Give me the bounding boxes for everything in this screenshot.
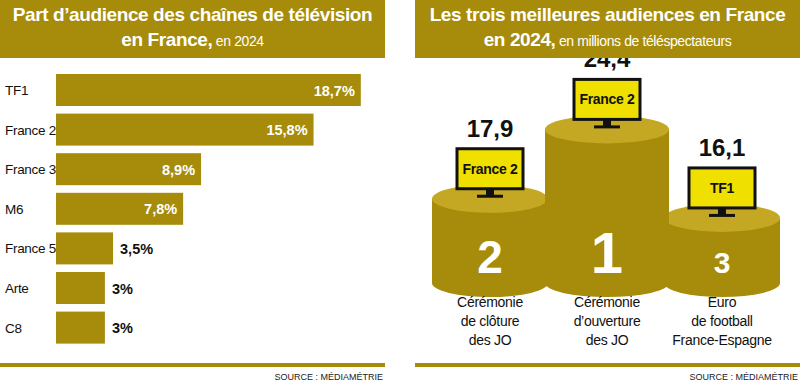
subtitle: en 2024 — [212, 33, 263, 49]
podiums — [432, 115, 780, 297]
page: SOURCE : MÉDIAMÉTRIE TF1 18,7% France 2 15,8… — [0, 0, 800, 384]
source: SOURCE : MÉDIAMÉTRIE — [274, 372, 383, 382]
category-label: Arte — [5, 281, 29, 296]
category-label: France 5 — [5, 241, 56, 256]
category-label: France 3 — [5, 162, 56, 177]
category-line: de football — [691, 313, 752, 329]
category-line: des JO — [586, 332, 629, 348]
channel: France 2 — [579, 91, 635, 107]
bar — [56, 312, 105, 344]
footer-rule — [415, 363, 800, 367]
tv-base — [594, 125, 620, 128]
data-label: 7,8% — [144, 201, 177, 217]
data-label: 3% — [112, 320, 133, 336]
header: Part d’audience des chaînes de télévisio… — [0, 0, 385, 58]
bar — [56, 114, 314, 146]
podium — [545, 115, 669, 297]
channel: TF1 — [710, 180, 735, 196]
data-label: 15,8% — [266, 122, 307, 138]
rank: 3 — [714, 246, 731, 279]
bar — [56, 193, 183, 225]
tv-screen — [689, 168, 755, 208]
category-line: Cérémonie — [574, 294, 640, 310]
category-line: Euro — [708, 294, 737, 310]
labels: TF1 18,7% France 2 15,8% France 3 8,9% M6 7,8% F… — [5, 83, 355, 337]
tv-screen — [457, 149, 523, 189]
bars — [56, 74, 361, 344]
title: Part d’audience des chaînes de télévisio… — [13, 4, 373, 50]
podium-side — [545, 129, 669, 297]
rank: 2 — [477, 231, 503, 283]
bar — [56, 153, 201, 185]
category-label: M6 — [5, 202, 23, 217]
footer-rule — [0, 363, 385, 367]
category-line: d’ouverture — [574, 313, 641, 329]
category-label: France 2 — [5, 123, 56, 138]
category-label: TF1 — [5, 83, 28, 98]
header: Les trois meilleures audiences en France… — [415, 0, 800, 58]
bar — [56, 74, 361, 106]
data-label: 3% — [112, 281, 133, 297]
category-label: Cérémonie d’ouverture des JO — [574, 294, 641, 348]
category-line: Cérémonie — [457, 294, 523, 310]
channel: France 2 — [462, 161, 518, 177]
category-label: C8 — [5, 321, 22, 336]
subtitle: en millions de téléspectateurs — [555, 33, 731, 49]
tv-base — [709, 214, 735, 217]
category-label: Cérémonie de clôture des JO — [457, 294, 523, 348]
podium — [432, 185, 548, 297]
tv-icon: France 2 — [574, 79, 640, 128]
rank: 1 — [591, 220, 623, 285]
bar — [56, 272, 105, 304]
podium-labels: 3 TF1 16,1 Euro de football France-Espagne 2 Fr… — [457, 45, 772, 348]
podium — [664, 204, 780, 297]
category-label: Euro de football France-Espagne — [672, 294, 772, 348]
category-line: de clôture — [461, 313, 520, 329]
bar — [56, 232, 113, 264]
tv-icon: TF1 — [689, 168, 755, 217]
data-label: 16,1 — [699, 134, 746, 161]
tv-icon: France 2 — [457, 149, 523, 198]
tv-screen — [574, 79, 640, 119]
podium-side — [432, 199, 548, 297]
data-label: 18,7% — [314, 83, 355, 99]
tv-base — [477, 195, 503, 198]
category-line: des JO — [469, 332, 512, 348]
data-label: 17,9 — [467, 115, 514, 142]
data-label: 8,9% — [162, 162, 195, 178]
source: SOURCE : MÉDIAMÉTRIE — [689, 372, 798, 382]
data-label: 3,5% — [120, 241, 153, 257]
category-line: France-Espagne — [672, 332, 772, 348]
